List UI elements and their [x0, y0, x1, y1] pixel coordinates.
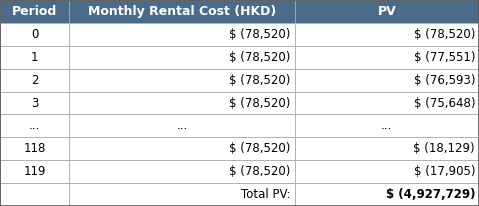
Bar: [69, 91, 295, 115]
Text: $ (76,593): $ (76,593): [413, 74, 475, 87]
Bar: [69, 137, 295, 160]
Bar: [0, 115, 69, 137]
Text: $ (78,520): $ (78,520): [229, 142, 291, 155]
Text: $ (18,129): $ (18,129): [413, 142, 475, 155]
Text: 1: 1: [31, 51, 38, 64]
Bar: [295, 46, 479, 69]
Bar: [69, 0, 295, 23]
Text: PV: PV: [377, 5, 396, 18]
Bar: [295, 0, 479, 23]
Bar: [69, 23, 295, 46]
Bar: [295, 115, 479, 137]
Text: 118: 118: [23, 142, 46, 155]
Bar: [295, 160, 479, 183]
Text: $ (75,648): $ (75,648): [413, 96, 475, 110]
Text: $ (78,520): $ (78,520): [229, 96, 291, 110]
Text: Period: Period: [12, 5, 57, 18]
Text: $ (17,905): $ (17,905): [413, 165, 475, 178]
Bar: [0, 183, 69, 206]
Text: 3: 3: [31, 96, 38, 110]
Text: Monthly Rental Cost (HKD): Monthly Rental Cost (HKD): [88, 5, 276, 18]
Bar: [69, 183, 295, 206]
Text: $ (78,520): $ (78,520): [229, 51, 291, 64]
Bar: [69, 69, 295, 91]
Bar: [295, 183, 479, 206]
Text: $ (78,520): $ (78,520): [229, 28, 291, 41]
Bar: [295, 137, 479, 160]
Text: Total PV:: Total PV:: [241, 188, 291, 201]
Text: ...: ...: [29, 119, 40, 132]
Text: ...: ...: [381, 119, 392, 132]
Bar: [0, 0, 69, 23]
Bar: [0, 160, 69, 183]
Bar: [0, 91, 69, 115]
Text: $ (77,551): $ (77,551): [413, 51, 475, 64]
Bar: [0, 137, 69, 160]
Text: $ (78,520): $ (78,520): [414, 28, 475, 41]
Bar: [69, 46, 295, 69]
Text: $ (78,520): $ (78,520): [229, 165, 291, 178]
Text: 119: 119: [23, 165, 46, 178]
Bar: [0, 46, 69, 69]
Bar: [295, 23, 479, 46]
Bar: [295, 91, 479, 115]
Bar: [295, 69, 479, 91]
Bar: [69, 160, 295, 183]
Bar: [69, 115, 295, 137]
Bar: [0, 23, 69, 46]
Text: 2: 2: [31, 74, 38, 87]
Text: $ (4,927,729): $ (4,927,729): [386, 188, 475, 201]
Text: ...: ...: [176, 119, 188, 132]
Text: 0: 0: [31, 28, 38, 41]
Bar: [0, 69, 69, 91]
Text: $ (78,520): $ (78,520): [229, 74, 291, 87]
